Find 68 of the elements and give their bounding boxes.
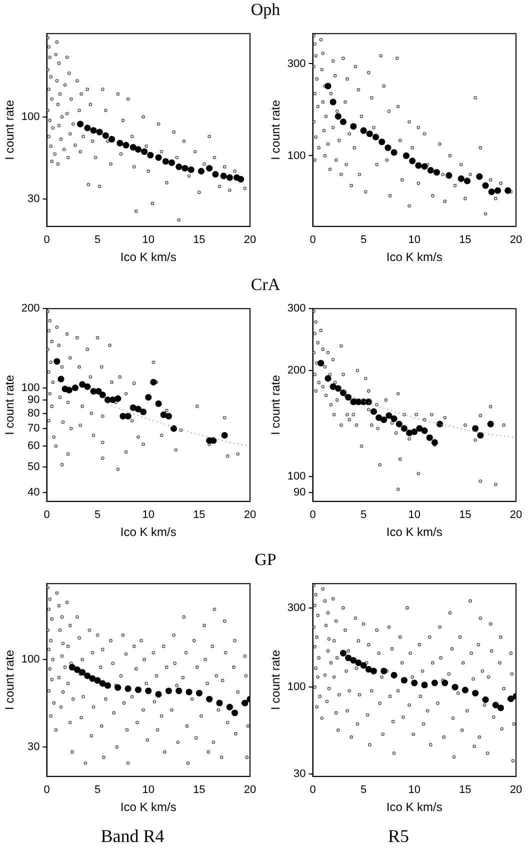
x-tick-label: 20 bbox=[244, 509, 256, 522]
x-tick-label: 10 bbox=[408, 234, 420, 246]
x-tick-label: 0 bbox=[310, 784, 316, 796]
y-tick-label: 200 bbox=[21, 302, 40, 315]
chart-title: GP bbox=[254, 550, 278, 570]
y-tick-label: 30 bbox=[28, 192, 40, 205]
y-axis-title: I count rate bbox=[2, 100, 17, 160]
y-tick-label: 70 bbox=[28, 422, 40, 435]
chart-title: Oph bbox=[250, 0, 282, 20]
y-tick-label: 300 bbox=[287, 602, 306, 614]
x-tick-label: 20 bbox=[510, 234, 522, 246]
x-tick-label: 10 bbox=[142, 784, 154, 796]
x-tick-label: 5 bbox=[360, 784, 367, 796]
y-axis-title: I count rate bbox=[2, 374, 17, 436]
y-tick-label: 90 bbox=[28, 394, 40, 406]
x-tick-label: 15 bbox=[459, 784, 472, 796]
x-axis-title: Ico K km/s bbox=[386, 525, 442, 540]
x-axis-title: Ico K km/s bbox=[120, 250, 176, 264]
x-tick-label: 0 bbox=[44, 509, 50, 522]
x-tick-label: 5 bbox=[94, 234, 101, 246]
y-tick-label: 30 bbox=[28, 741, 40, 754]
y-tick-label: 100 bbox=[21, 382, 40, 394]
y-tick-label: 100 bbox=[287, 470, 306, 483]
x-tick-label: 20 bbox=[510, 509, 522, 522]
y-tick-label: 40 bbox=[28, 486, 40, 499]
x-tick-label: 10 bbox=[408, 509, 420, 522]
x-axis-title: Ico K km/s bbox=[120, 525, 176, 540]
x-tick-label: 0 bbox=[310, 509, 316, 522]
chart-title: CrA bbox=[250, 275, 282, 295]
x-axis-title: Ico K km/s bbox=[120, 800, 176, 814]
x-axis-title: Ico K km/s bbox=[386, 250, 442, 264]
y-tick-label: 50 bbox=[28, 461, 40, 474]
y-tick-label: 80 bbox=[28, 407, 40, 420]
y-tick-label: 60 bbox=[28, 440, 40, 452]
x-tick-label: 15 bbox=[459, 234, 472, 246]
y-tick-label: 300 bbox=[287, 302, 306, 315]
y-tick-label: 100 bbox=[287, 150, 306, 162]
y-tick-label: 100 bbox=[21, 110, 40, 123]
x-tick-label: 10 bbox=[142, 509, 154, 522]
x-tick-label: 5 bbox=[94, 509, 101, 522]
x-tick-label: 15 bbox=[459, 509, 472, 522]
y-tick-label: 100 bbox=[287, 681, 306, 694]
x-tick-label: 10 bbox=[142, 234, 154, 246]
y-tick-label: 90 bbox=[294, 486, 306, 499]
y-tick-label: 200 bbox=[287, 364, 306, 377]
x-tick-label: 5 bbox=[360, 234, 367, 246]
x-tick-label: 15 bbox=[193, 234, 206, 246]
y-tick-label: 300 bbox=[287, 58, 306, 70]
x-tick-label: 20 bbox=[510, 784, 522, 796]
y-axis-title: I count rate bbox=[268, 650, 283, 710]
x-tick-label: 20 bbox=[244, 784, 256, 796]
x-tick-label: 0 bbox=[310, 234, 316, 246]
y-tick-label: 100 bbox=[21, 654, 40, 666]
x-tick-label: 0 bbox=[44, 784, 50, 796]
x-tick-label: 15 bbox=[193, 784, 206, 796]
x-tick-label: 0 bbox=[44, 234, 50, 246]
text: R5 bbox=[386, 826, 410, 846]
x-tick-label: 15 bbox=[193, 509, 206, 522]
text: Band R4 bbox=[100, 826, 166, 846]
y-axis-title: I count rate bbox=[268, 100, 283, 160]
x-tick-label: 5 bbox=[94, 784, 101, 796]
x-axis-title: Ico K km/s bbox=[386, 800, 442, 814]
y-axis-title: I count rate bbox=[268, 374, 283, 436]
x-tick-label: 5 bbox=[360, 509, 367, 522]
y-tick-label: 30 bbox=[294, 768, 306, 780]
x-tick-label: 20 bbox=[244, 234, 256, 246]
y-axis-title: I count rate bbox=[2, 650, 17, 710]
x-tick-label: 10 bbox=[408, 784, 420, 796]
